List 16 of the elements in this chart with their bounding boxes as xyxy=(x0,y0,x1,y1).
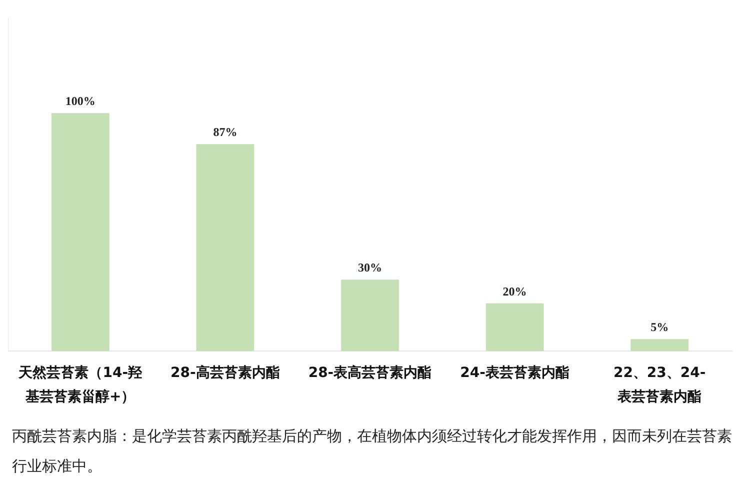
x-tick-label: 天然芸苔素（14-羟基芸苔素甾醇+） xyxy=(17,364,144,407)
data-label: 87% xyxy=(213,125,238,140)
x-tick-label: 22、23、24-表芸苔素内酯 xyxy=(612,364,707,407)
bar xyxy=(341,280,399,351)
data-label: 5% xyxy=(650,320,669,334)
x-tick-label: 28-表高芸苔素内酯 xyxy=(307,364,433,383)
bar xyxy=(486,303,544,351)
bar xyxy=(196,144,254,351)
text: 丙酰芸苔素内脂：是化学芸苔素丙酰羟基后的产物，在植物体内须经过转化才能发挥作用，因而未列在芸苔素行业标准中。 xyxy=(11,426,733,477)
x-tick-label: 28-高芸苔素内酯 xyxy=(170,364,281,383)
data-label: 100% xyxy=(65,94,96,108)
data-label: 20% xyxy=(502,284,527,299)
data-label: 30% xyxy=(358,260,382,275)
bar xyxy=(630,339,689,351)
bar xyxy=(51,113,110,351)
x-tick-label: 24-表芸苔素内酯 xyxy=(459,364,570,383)
